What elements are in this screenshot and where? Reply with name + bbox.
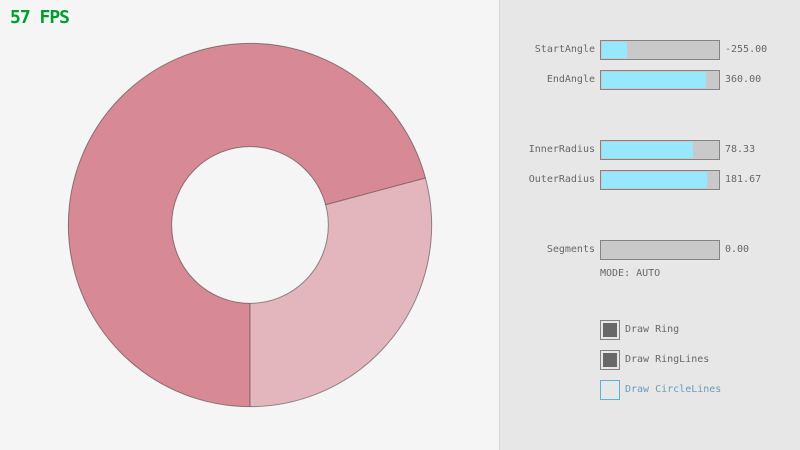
checkbox-draw-ring-lines[interactable] bbox=[600, 350, 620, 370]
slider-row-inner-radius: InnerRadius 78.33 bbox=[500, 140, 800, 160]
slider-label-end-angle: EndAngle bbox=[546, 74, 595, 85]
slider-row-start-angle: StartAngle -255.00 bbox=[500, 40, 800, 60]
checkbox-row-draw-circle-lines: Draw CircleLines bbox=[500, 380, 800, 400]
slider-label-segments: Segments bbox=[546, 244, 595, 255]
slider-value-segments: 0.00 bbox=[725, 244, 750, 255]
slider-start-angle[interactable] bbox=[600, 40, 720, 60]
slider-value-start-angle: -255.00 bbox=[725, 44, 768, 55]
controls-panel: StartAngle -255.00 EndAngle 360.00 Inner… bbox=[500, 0, 800, 450]
slider-value-end-angle: 360.00 bbox=[725, 74, 762, 85]
slider-fill-inner-radius bbox=[602, 142, 693, 158]
ring-lines bbox=[67, 42, 433, 408]
ring-outer-line bbox=[67, 42, 433, 408]
slider-segments[interactable] bbox=[600, 240, 720, 260]
checkbox-draw-circle-lines[interactable] bbox=[600, 380, 620, 400]
checkbox-label-draw-circle-lines: Draw CircleLines bbox=[625, 384, 722, 395]
segments-mode-text: MODE: AUTO bbox=[600, 268, 661, 279]
ring-radial-line-start bbox=[325, 177, 426, 206]
fps-counter: 57 FPS bbox=[10, 7, 70, 28]
checkbox-check-mark bbox=[603, 353, 617, 367]
slider-fill-end-angle bbox=[602, 72, 706, 88]
slider-inner-radius[interactable] bbox=[600, 140, 720, 160]
slider-label-inner-radius: InnerRadius bbox=[528, 144, 595, 155]
slider-row-segments: Segments 0.00 bbox=[500, 240, 800, 260]
slider-row-end-angle: EndAngle 360.00 bbox=[500, 70, 800, 90]
panel-divider bbox=[499, 0, 500, 450]
slider-label-outer-radius: OuterRadius bbox=[528, 174, 595, 185]
ring-sector-overlap bbox=[68, 43, 426, 407]
checkbox-label-draw-ring-lines: Draw RingLines bbox=[625, 354, 710, 365]
slider-label-start-angle: StartAngle bbox=[534, 44, 595, 55]
ring-chart bbox=[67, 42, 433, 408]
slider-row-outer-radius: OuterRadius 181.67 bbox=[500, 170, 800, 190]
slider-value-inner-radius: 78.33 bbox=[725, 144, 756, 155]
checkbox-label-draw-ring: Draw Ring bbox=[625, 324, 680, 335]
checkbox-draw-ring[interactable] bbox=[600, 320, 620, 340]
checkbox-check-mark bbox=[603, 323, 617, 337]
slider-fill-outer-radius bbox=[602, 172, 707, 188]
ring-inner-line bbox=[171, 146, 329, 304]
slider-outer-radius[interactable] bbox=[600, 170, 720, 190]
slider-end-angle[interactable] bbox=[600, 70, 720, 90]
ring-sector-single bbox=[250, 177, 432, 407]
checkbox-row-draw-ring-lines: Draw RingLines bbox=[500, 350, 800, 370]
checkbox-row-draw-ring: Draw Ring bbox=[500, 320, 800, 340]
slider-fill-start-angle bbox=[602, 42, 627, 58]
slider-value-outer-radius: 181.67 bbox=[725, 174, 762, 185]
